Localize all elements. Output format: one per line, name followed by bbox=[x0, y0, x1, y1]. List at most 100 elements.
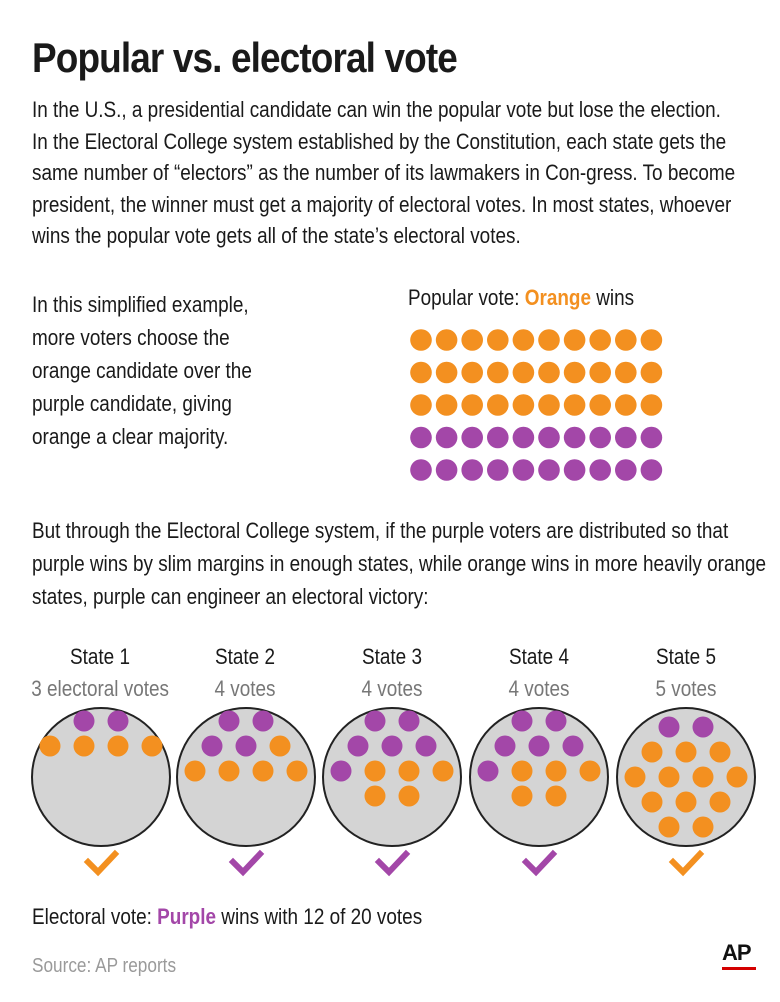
orange-voter-dot bbox=[545, 760, 567, 782]
purple-voter-dot bbox=[545, 710, 567, 732]
purple-voter-dot bbox=[512, 426, 535, 449]
orange-voter-dot bbox=[641, 741, 663, 763]
electoral-vote-winner: Purple bbox=[157, 904, 217, 929]
popular-vote-prefix: Popular vote: bbox=[408, 285, 525, 310]
purple-voter-dot bbox=[487, 459, 509, 481]
purple-voter-dot bbox=[692, 716, 714, 738]
orange-voter-dot bbox=[615, 394, 637, 416]
state-name: State 4 bbox=[509, 644, 569, 669]
orange-voter-dot bbox=[726, 766, 748, 788]
purple-voter-dot bbox=[435, 459, 458, 481]
purple-voter-dot bbox=[461, 426, 483, 449]
orange-voter-dot bbox=[640, 361, 663, 384]
orange-voter-dot bbox=[538, 394, 560, 416]
checkmark-icon bbox=[521, 849, 558, 877]
purple-voter-dot bbox=[415, 735, 437, 757]
orange-voter-dot bbox=[538, 329, 560, 351]
orange-voter-dot bbox=[487, 394, 509, 416]
orange-voter-dot bbox=[692, 816, 714, 838]
orange-voter-dot bbox=[589, 361, 611, 384]
orange-voter-dot bbox=[563, 394, 586, 416]
purple-voter-dot bbox=[107, 710, 129, 732]
purple-voter-dot bbox=[615, 426, 637, 449]
orange-voter-dot bbox=[487, 361, 509, 384]
orange-voter-dot bbox=[640, 394, 663, 416]
orange-voter-dot bbox=[640, 329, 663, 351]
orange-voter-dot bbox=[589, 394, 611, 416]
orange-voter-dot bbox=[364, 760, 386, 782]
orange-voter-dot bbox=[435, 329, 458, 351]
purple-voter-dot bbox=[494, 735, 516, 757]
purple-voter-dot bbox=[658, 716, 680, 738]
orange-voter-dot bbox=[269, 735, 291, 757]
orange-voter-dot bbox=[511, 785, 533, 807]
purple-voter-dot bbox=[640, 459, 663, 481]
purple-voter-dot bbox=[589, 459, 611, 481]
purple-voter-dot bbox=[640, 426, 663, 449]
orange-voter-dot bbox=[589, 329, 611, 351]
electoral-vote-suffix: wins with 12 of 20 votes bbox=[216, 904, 423, 929]
checkmark-icon bbox=[668, 849, 705, 877]
checkmark-icon bbox=[374, 849, 411, 877]
orange-voter-dot bbox=[73, 735, 95, 757]
state-votes: 4 votes bbox=[214, 676, 276, 701]
purple-voter-dot bbox=[562, 735, 584, 757]
orange-voter-dot bbox=[709, 791, 731, 813]
orange-voter-dot bbox=[487, 329, 509, 351]
purple-voter-dot bbox=[347, 735, 369, 757]
orange-voter-dot bbox=[410, 394, 432, 416]
orange-voter-dot bbox=[252, 760, 274, 782]
purple-voter-dot bbox=[589, 426, 611, 449]
purple-voter-dot bbox=[398, 710, 420, 732]
orange-voter-dot bbox=[512, 329, 535, 351]
purple-voter-dot bbox=[461, 459, 483, 481]
orange-voter-dot bbox=[538, 361, 560, 384]
state-votes: 3 electoral votes bbox=[31, 676, 169, 701]
orange-voter-dot bbox=[579, 760, 601, 782]
orange-voter-dot bbox=[141, 735, 163, 757]
state-name: State 2 bbox=[215, 644, 275, 669]
checkmark-icon bbox=[228, 849, 265, 877]
purple-voter-dot bbox=[512, 459, 535, 481]
ap-logo-text: AP bbox=[722, 940, 752, 965]
purple-voter-dot bbox=[538, 459, 560, 481]
orange-voter-dot bbox=[624, 766, 646, 788]
purple-voter-dot bbox=[201, 735, 223, 757]
state-name: State 3 bbox=[362, 644, 422, 669]
purple-voter-dot bbox=[528, 735, 550, 757]
purple-voter-dot bbox=[252, 710, 274, 732]
example-paragraph: In this simplified example, more voters … bbox=[32, 292, 252, 449]
orange-voter-dot bbox=[563, 329, 586, 351]
checkmark-icon bbox=[83, 849, 120, 877]
state-3-header: State 3 4 votes bbox=[312, 644, 472, 702]
orange-voter-dot bbox=[435, 394, 458, 416]
orange-voter-dot bbox=[432, 760, 454, 782]
orange-voter-dot bbox=[545, 785, 567, 807]
purple-voter-dot bbox=[218, 710, 240, 732]
state-4-header: State 4 4 votes bbox=[459, 644, 619, 702]
popular-vote-suffix: wins bbox=[590, 285, 635, 310]
purple-voter-dot bbox=[435, 426, 458, 449]
source-note: Source: AP reports bbox=[32, 955, 177, 977]
state-1-header: State 1 3 electoral votes bbox=[20, 644, 180, 702]
orange-voter-dot bbox=[398, 785, 420, 807]
state-votes: 4 votes bbox=[361, 676, 423, 701]
orange-voter-dot bbox=[39, 735, 61, 757]
orange-voter-dot bbox=[410, 329, 432, 351]
ap-logo-bar bbox=[722, 967, 756, 970]
purple-voter-dot bbox=[364, 710, 386, 732]
electoral-vote-prefix: Electoral vote: bbox=[32, 904, 158, 929]
state-5-header: State 5 5 votes bbox=[606, 644, 766, 702]
popular-vote-winner: Orange bbox=[524, 285, 591, 310]
purple-voter-dot bbox=[410, 459, 432, 481]
orange-voter-dot bbox=[286, 760, 308, 782]
purple-voter-dot bbox=[563, 426, 586, 449]
orange-voter-dot bbox=[107, 735, 129, 757]
orange-voter-dot bbox=[641, 791, 663, 813]
orange-voter-dot bbox=[364, 785, 386, 807]
orange-voter-dot bbox=[410, 361, 432, 384]
purple-voter-dot bbox=[73, 710, 95, 732]
orange-voter-dot bbox=[709, 741, 731, 763]
purple-voter-dot bbox=[235, 735, 257, 757]
purple-voter-dot bbox=[538, 426, 560, 449]
